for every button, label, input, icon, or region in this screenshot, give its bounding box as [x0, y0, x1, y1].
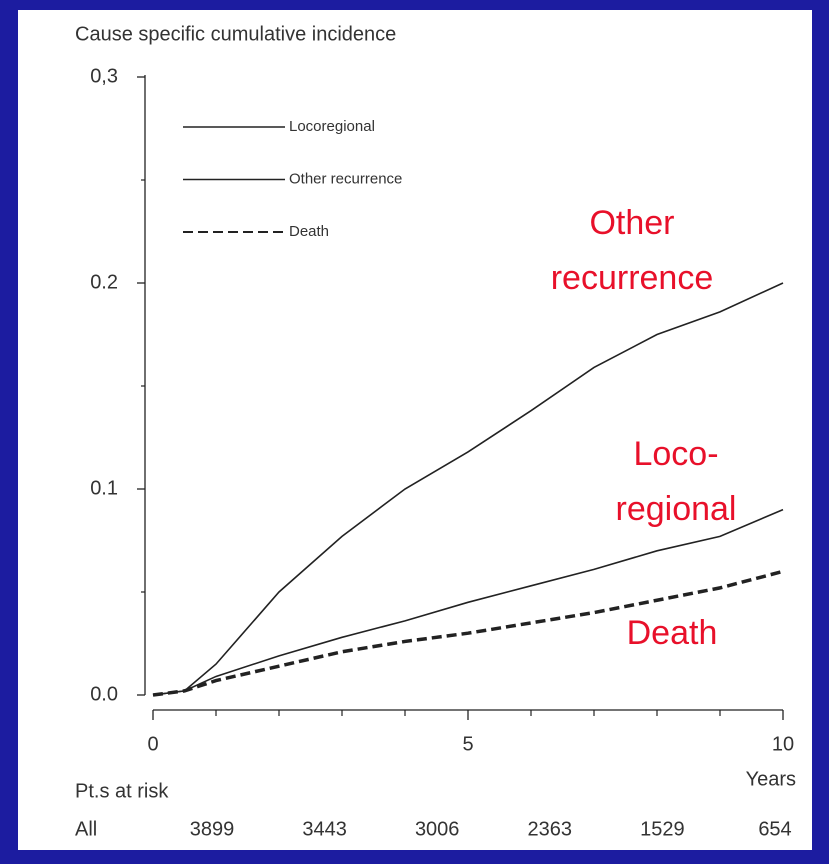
series-line [152, 508, 784, 696]
chart-title: Cause specific cumulative incidence [75, 23, 396, 45]
annotation: Other [589, 204, 674, 242]
at-risk-value: 3899 [190, 818, 235, 840]
legend-label: Locoregional [289, 118, 375, 135]
y-tick-label: 0.0 [90, 683, 118, 705]
x-tick-label: 5 [462, 733, 473, 755]
at-risk-value: 3443 [302, 818, 347, 840]
at-risk-title: Pt.s at risk [75, 780, 169, 802]
at-risk-value: 654 [758, 818, 791, 840]
series-line [152, 282, 784, 696]
y-tick-label: 0.1 [90, 477, 118, 499]
annotation: Death [627, 614, 718, 652]
x-axis-label: Years [746, 768, 796, 790]
legend-label: Other recurrence [289, 170, 402, 187]
y-tick-label: 0,3 [90, 65, 118, 87]
series-line [152, 569, 784, 697]
x-tick-label: 0 [147, 733, 158, 755]
y-tick-label: 0.2 [90, 271, 118, 293]
x-tick-label: 10 [772, 733, 794, 755]
at-risk-value: 2363 [528, 818, 573, 840]
annotation: Loco- [633, 435, 718, 473]
legend-label: Death [289, 223, 329, 240]
at-risk-value: 1529 [640, 818, 685, 840]
annotation: regional [616, 490, 737, 528]
at-risk-label: All [75, 818, 97, 840]
at-risk-value: 3006 [415, 818, 460, 840]
panel [18, 10, 812, 850]
annotation: recurrence [551, 259, 714, 297]
